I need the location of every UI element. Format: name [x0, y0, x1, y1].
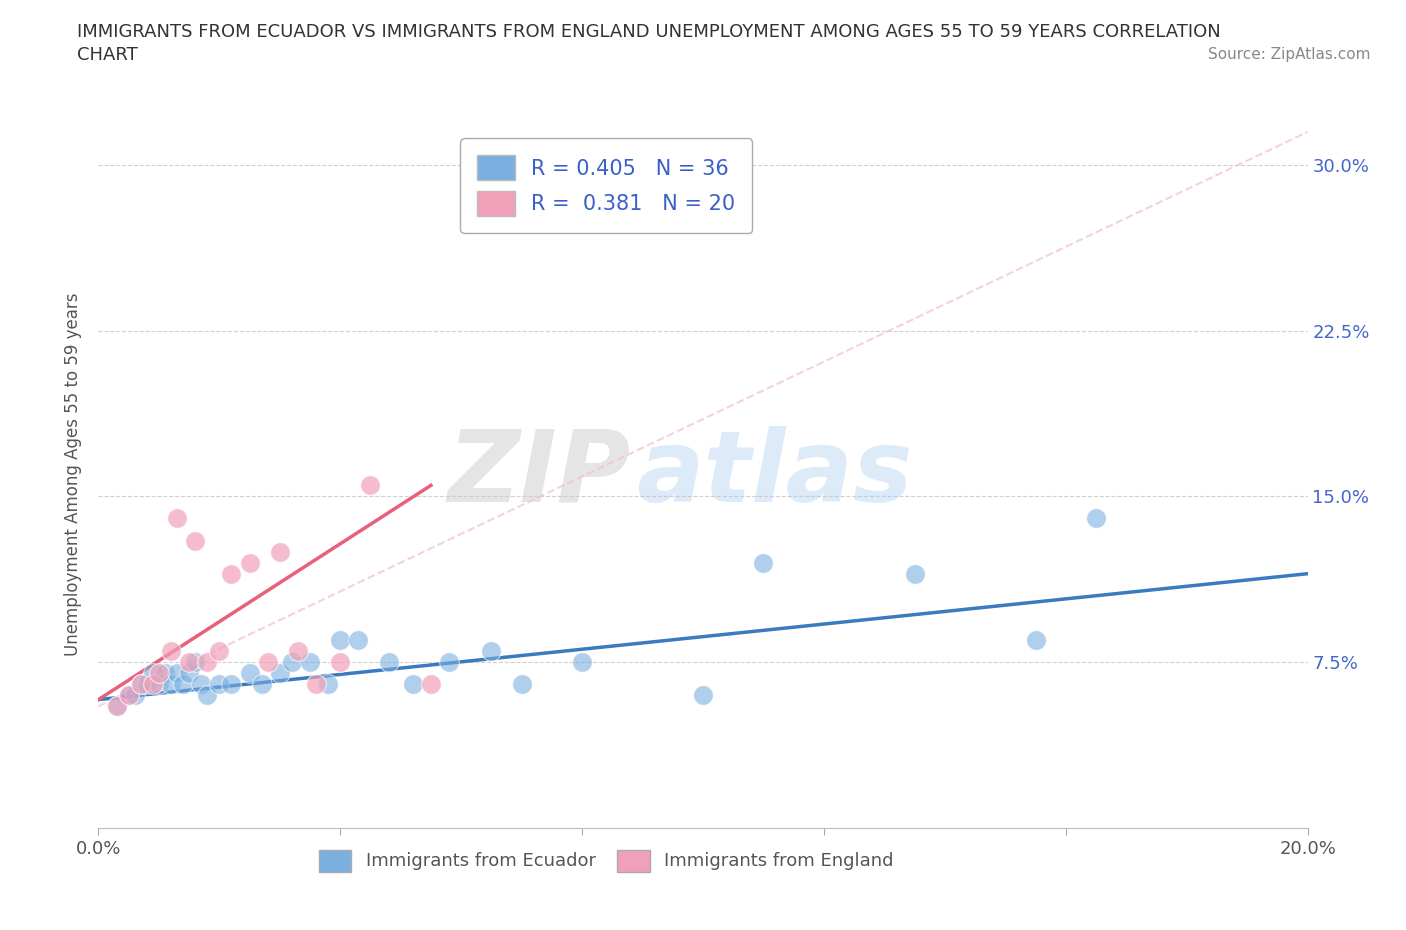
Point	[287, 644, 309, 658]
Point	[256, 655, 278, 670]
Point	[329, 655, 352, 670]
Point	[420, 677, 443, 692]
Point	[118, 688, 141, 703]
Point	[1024, 632, 1046, 647]
Point	[184, 533, 207, 548]
Point	[250, 677, 273, 692]
Text: IMMIGRANTS FROM ECUADOR VS IMMIGRANTS FROM ENGLAND UNEMPLOYMENT AMONG AGES 55 TO: IMMIGRANTS FROM ECUADOR VS IMMIGRANTS FR…	[77, 23, 1220, 41]
Point	[402, 677, 425, 692]
Point	[316, 677, 339, 692]
Point	[299, 655, 322, 670]
Point	[160, 677, 183, 692]
Point	[105, 698, 128, 713]
Text: Source: ZipAtlas.com: Source: ZipAtlas.com	[1208, 46, 1371, 61]
Legend: Immigrants from Ecuador, Immigrants from England: Immigrants from Ecuador, Immigrants from…	[312, 843, 901, 879]
Point	[172, 677, 194, 692]
Point	[105, 698, 128, 713]
Point	[179, 666, 201, 681]
Point	[752, 555, 775, 570]
Point	[269, 544, 291, 559]
Point	[377, 655, 399, 670]
Point	[510, 677, 533, 692]
Point	[481, 644, 503, 658]
Point	[166, 512, 188, 526]
Point	[347, 632, 370, 647]
Point	[437, 655, 460, 670]
Point	[239, 555, 262, 570]
Point	[135, 677, 157, 692]
Point	[1085, 512, 1108, 526]
Point	[190, 677, 212, 692]
Point	[195, 688, 218, 703]
Point	[129, 677, 152, 692]
Point	[208, 644, 231, 658]
Point	[129, 677, 152, 692]
Point	[160, 644, 183, 658]
Point	[239, 666, 262, 681]
Point	[904, 566, 927, 581]
Point	[148, 677, 170, 692]
Point	[329, 632, 352, 647]
Point	[179, 655, 201, 670]
Point	[142, 666, 165, 681]
Point	[208, 677, 231, 692]
Point	[281, 655, 304, 670]
Text: ZIP: ZIP	[447, 426, 630, 523]
Point	[166, 666, 188, 681]
Point	[269, 666, 291, 681]
Text: CHART: CHART	[77, 46, 138, 64]
Y-axis label: Unemployment Among Ages 55 to 59 years: Unemployment Among Ages 55 to 59 years	[65, 293, 83, 656]
Point	[305, 677, 328, 692]
Point	[124, 688, 146, 703]
Point	[692, 688, 714, 703]
Point	[148, 666, 170, 681]
Point	[221, 566, 243, 581]
Point	[153, 666, 176, 681]
Point	[142, 677, 165, 692]
Point	[195, 655, 218, 670]
Text: atlas: atlas	[637, 426, 912, 523]
Point	[118, 688, 141, 703]
Point	[360, 478, 382, 493]
Point	[184, 655, 207, 670]
Point	[571, 655, 593, 670]
Point	[221, 677, 243, 692]
